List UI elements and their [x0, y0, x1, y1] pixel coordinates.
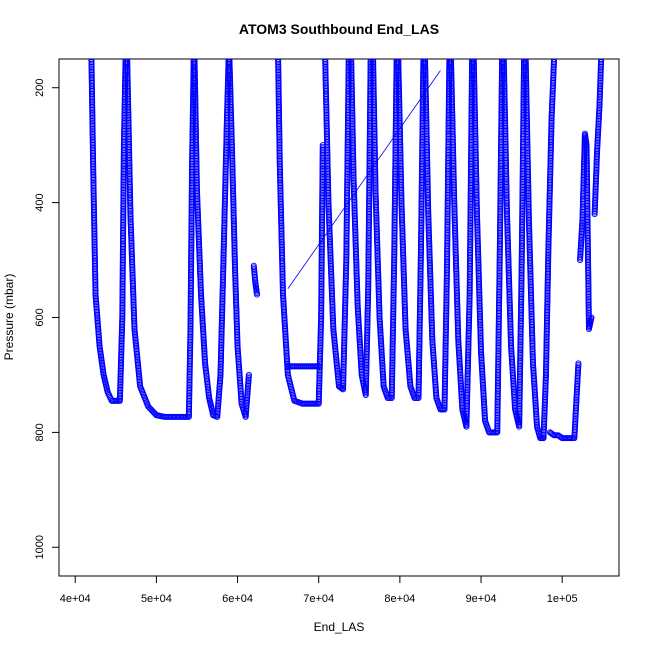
profile-series	[447, 59, 476, 430]
data-points	[88, 59, 605, 442]
profile-series	[348, 59, 374, 399]
chart-title: ATOM3 Southbound End_LAS	[239, 21, 439, 37]
data-point	[253, 291, 261, 298]
data-point	[245, 371, 252, 378]
profile-series	[191, 59, 232, 420]
profile-series	[284, 363, 322, 370]
profile-series	[226, 59, 252, 420]
profile-series	[395, 59, 427, 401]
profile-series	[421, 59, 453, 413]
profile-series	[370, 59, 400, 401]
profile-series	[470, 59, 506, 436]
transect-line	[287, 70, 441, 290]
profile-series	[322, 59, 352, 393]
profile-series	[124, 59, 197, 420]
profile-series	[250, 262, 261, 298]
profile-series	[88, 59, 129, 404]
profile-series	[275, 59, 326, 407]
data-point	[315, 363, 322, 370]
plot-area-frame	[58, 58, 620, 577]
